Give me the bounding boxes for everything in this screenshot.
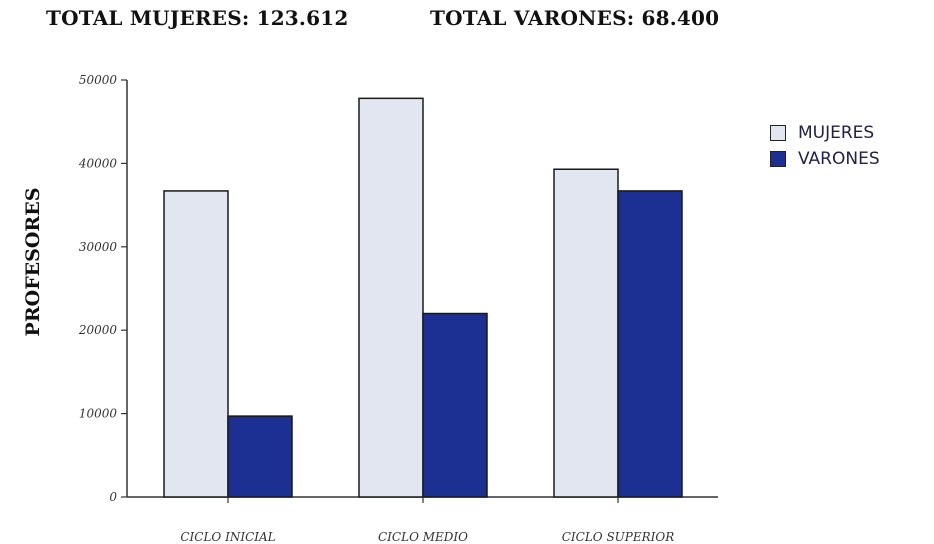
bar-varones-1 [227,415,293,498]
x-tick-label: CICLO MEDIO [378,530,468,544]
y-tick-label: 50000 [79,73,118,87]
legend-label-mujeres: MUJERES [798,123,875,143]
y-tick-label: 0 [109,490,117,504]
bar-mujeres-2 [358,97,424,498]
chart-header: TOTAL MUJERES: 123.612 TOTAL VARONES: 68… [46,6,719,30]
x-tick-label: CICLO SUPERIOR [562,530,675,544]
legend: MUJERES VARONES [770,120,880,172]
legend-swatch-varones [770,151,786,167]
legend-item-mujeres: MUJERES [770,120,880,146]
y-tick-label: 40000 [78,156,118,170]
y-tick-label: 20000 [78,323,118,337]
legend-item-varones: VARONES [770,146,880,172]
bar-varones-2 [422,312,488,498]
bar-varones-3 [617,190,683,498]
x-tick-label: CICLO INICIAL [180,530,275,544]
legend-swatch-mujeres [770,125,786,141]
bar-mujeres-1 [163,190,229,498]
legend-label-varones: VARONES [798,149,880,169]
y-tick-label: 30000 [79,240,118,254]
total-varones-label: TOTAL VARONES: 68.400 [430,6,720,30]
bar-mujeres-3 [553,168,619,498]
total-mujeres-label: TOTAL MUJERES: 123.612 [46,6,349,30]
y-tick-label: 10000 [79,407,118,421]
